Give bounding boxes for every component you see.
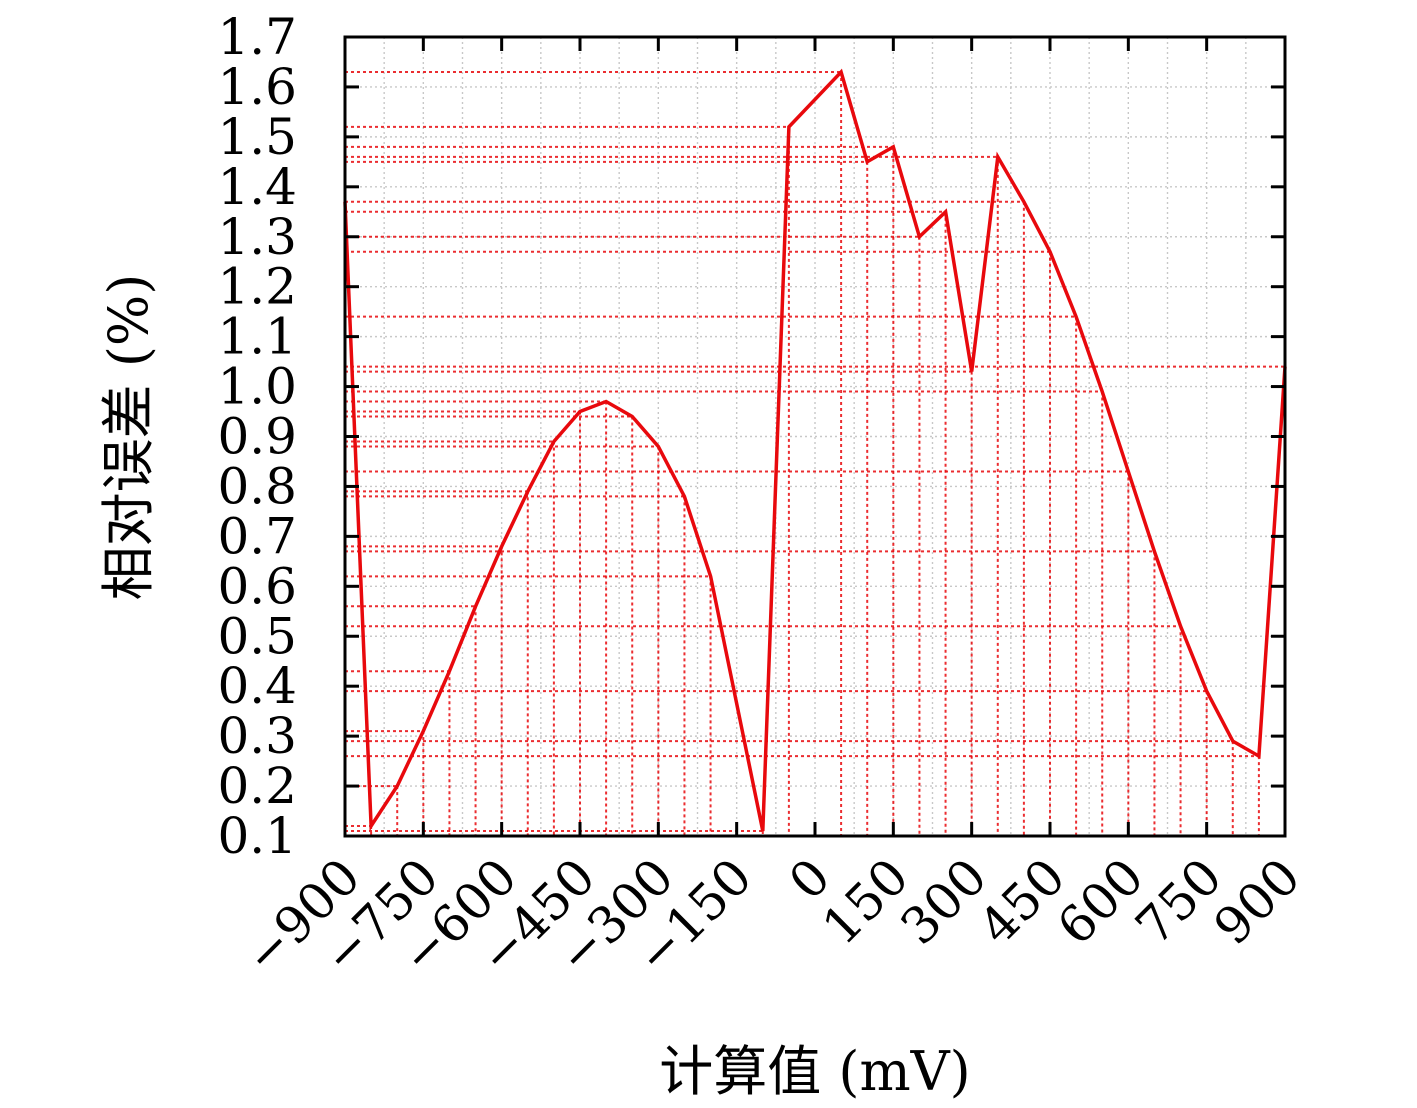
y-tick-label: 1.4: [217, 158, 297, 216]
y-tick-label: 0.4: [217, 657, 297, 715]
y-tick-label: 1.7: [217, 8, 297, 66]
y-tick-label: 1.2: [217, 258, 297, 316]
y-tick-label: 0.8: [217, 457, 297, 515]
x-axis-title: 计算值 (mV): [659, 1040, 971, 1103]
y-tick-label: 1.5: [217, 108, 297, 166]
y-tick-label: 0.6: [217, 557, 297, 615]
y-tick-label: 1.1: [217, 308, 297, 366]
y-tick-label: 0.7: [217, 507, 297, 565]
y-tick-label: 1.6: [217, 58, 297, 116]
y-tick-label: 1.0: [217, 358, 297, 416]
series-layer: [343, 68, 1287, 832]
y-tick-label: 1.3: [217, 208, 297, 266]
y-tick-labels: 0.10.20.30.40.50.60.70.80.91.01.11.21.31…: [217, 8, 297, 865]
x-tick-label: 900: [1203, 847, 1311, 955]
y-tick-label: 0.1: [217, 807, 297, 865]
guide-lines: [344, 70, 1286, 836]
y-tick-label: 0.9: [217, 408, 297, 466]
tick-marks: [343, 35, 1287, 838]
y-tick-label: 0.2: [217, 757, 297, 815]
series-line: [343, 68, 1287, 832]
x-tick-labels: −900−750−600−450−300−150 0150300450600750…: [233, 847, 1311, 985]
y-tick-label: 0.5: [217, 607, 297, 665]
y-tick-label: 0.3: [217, 707, 297, 765]
y-axis-title: 相对误差 (%): [97, 274, 160, 601]
